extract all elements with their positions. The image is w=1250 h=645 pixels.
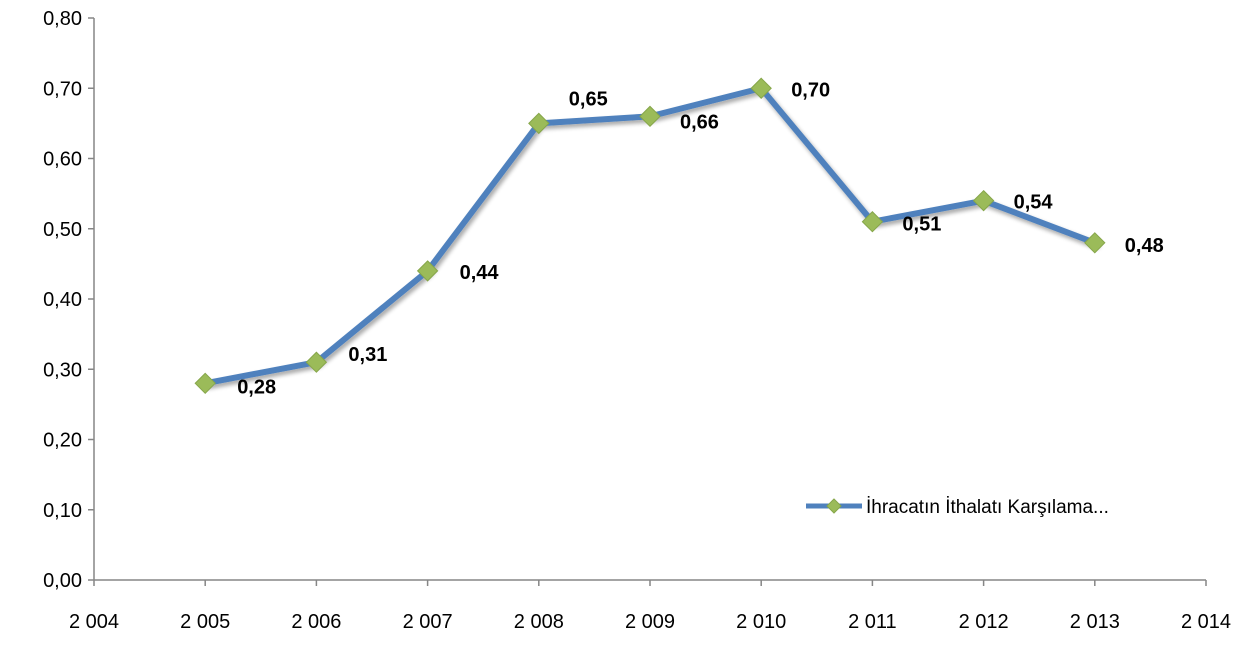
- data-label: 0,65: [569, 88, 608, 110]
- series-line: [202, 85, 1098, 387]
- data-point-marker: [416, 260, 439, 282]
- data-point-marker: [639, 105, 661, 128]
- data-label: 0,44: [460, 262, 500, 284]
- data-label: 0,70: [791, 79, 830, 101]
- x-tick-label: 2 011: [848, 611, 897, 633]
- y-tick-label: 0,30: [43, 359, 82, 381]
- x-tick-label: 2 004: [69, 611, 119, 633]
- y-tick-label: 0,20: [43, 430, 82, 452]
- y-tick-label: 0,60: [43, 149, 82, 171]
- data-point-marker: [861, 211, 884, 233]
- x-tick-label: 2 005: [180, 611, 230, 633]
- data-label: 0,31: [348, 344, 387, 366]
- data-point-marker: [972, 189, 995, 212]
- y-tick-label: 0,00: [43, 570, 82, 592]
- x-tick-label: 2 010: [736, 611, 786, 633]
- x-tick-label: 2 006: [291, 611, 341, 633]
- data-labels: 0,28 0,31 0,44 0,65 0,66 0,70 0,51 0,54 0,48: [237, 79, 1164, 398]
- data-label: 0,28: [237, 376, 276, 398]
- data-point-marker: [194, 372, 216, 395]
- x-tick-label: 2 008: [514, 611, 564, 633]
- data-point-marker: [1084, 232, 1106, 254]
- x-tick-label: 2 007: [403, 611, 453, 633]
- y-tick-label: 0,70: [43, 78, 82, 100]
- x-tick-label: 2 014: [1181, 611, 1231, 633]
- data-point-marker: [305, 351, 328, 373]
- data-label: 0,66: [680, 111, 719, 133]
- data-label: 0,54: [1014, 192, 1054, 214]
- x-tick-label: 2 012: [959, 611, 1009, 633]
- data-point-marker: [528, 112, 550, 135]
- y-tick-label: 0,10: [43, 500, 82, 522]
- series-layer: [194, 77, 1106, 395]
- legend-marker-swatch: [826, 498, 842, 514]
- legend: İhracatın İthalatı Karşılama...: [806, 497, 1109, 518]
- x-tick-label: 2 009: [625, 611, 675, 633]
- y-tick-label: 0,80: [43, 8, 82, 30]
- data-label: 0,51: [902, 214, 941, 236]
- data-point-marker: [750, 77, 772, 99]
- data-label: 0,48: [1125, 235, 1164, 257]
- y-tick-label: 0,50: [43, 219, 82, 241]
- axes: 0,00 0,10 0,20 0,30 0,40 0,50 0,60 0,70 0,80 2 00…: [43, 8, 1231, 633]
- legend-label: İhracatın İthalatı Karşılama...: [866, 497, 1109, 518]
- x-tick-label: 2 013: [1070, 611, 1120, 633]
- y-tick-label: 0,40: [43, 289, 82, 311]
